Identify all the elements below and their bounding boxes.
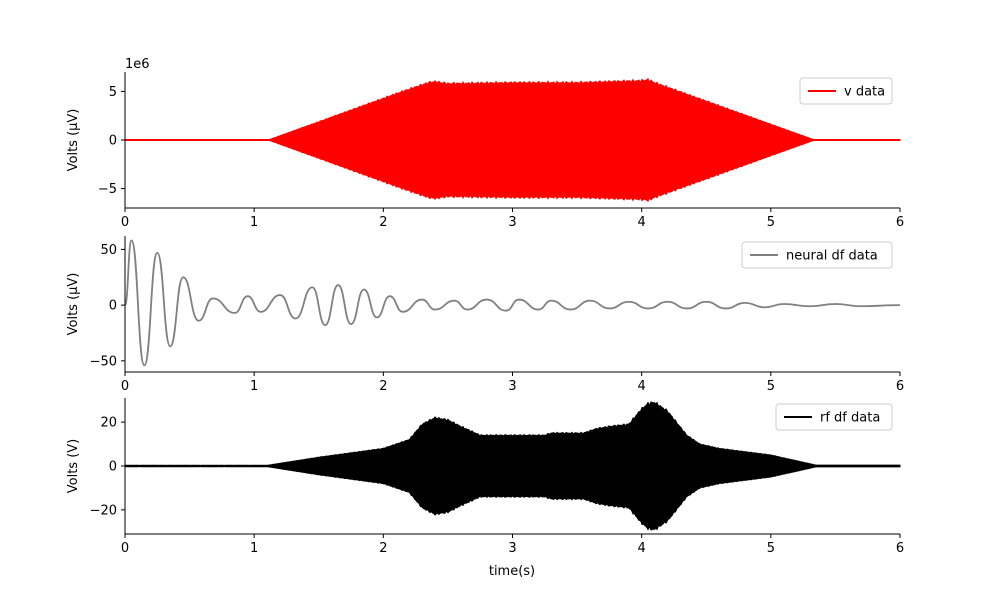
y-tick-label: −5 xyxy=(98,182,117,197)
series-v-data-trace xyxy=(124,77,901,203)
x-tick-label: 0 xyxy=(121,379,129,394)
legend: neural df data xyxy=(741,241,893,269)
x-tick-label: 2 xyxy=(379,541,387,556)
x-tick-label: 2 xyxy=(379,215,387,230)
y-tick-label: 0 xyxy=(109,460,117,475)
legend: v data xyxy=(799,77,893,105)
x-tick-label: 4 xyxy=(638,215,646,230)
legend-box xyxy=(775,403,893,431)
x-tick-label: 1 xyxy=(250,541,258,556)
legend: rf df data xyxy=(775,403,893,431)
legend-box xyxy=(741,241,893,269)
x-tick-label: 5 xyxy=(767,215,775,230)
x-tick-label: 4 xyxy=(638,379,646,394)
x-tick-label: 1 xyxy=(250,215,258,230)
x-tick-label: 6 xyxy=(896,215,904,230)
x-tick-label: 6 xyxy=(896,379,904,394)
legend-label: neural df data xyxy=(786,249,878,264)
y-offset-label: 1e6 xyxy=(125,57,150,72)
y-axis-label: Volts (μV) xyxy=(66,273,81,336)
y-axis-label: Volts (V) xyxy=(66,439,81,494)
x-tick-label: 1 xyxy=(250,379,258,394)
x-tick-label: 2 xyxy=(379,379,387,394)
y-axis-label: Volts (μV) xyxy=(66,109,81,172)
y-tick-label: 0 xyxy=(109,299,117,314)
y-tick-label: 20 xyxy=(100,416,117,431)
x-tick-label: 0 xyxy=(121,541,129,556)
y-tick-label: 50 xyxy=(100,243,117,258)
panel-v-data: 0 1 2 3 4 5 6 −5 0 5 1e6 Volts (μV) v data xyxy=(66,57,904,230)
panel-neural-df-data: 0 1 2 3 4 5 6 −50 0 50 Volts (μV) neural df data xyxy=(66,236,904,394)
series-rf-df-data-trace xyxy=(124,401,901,531)
legend-label: rf df data xyxy=(820,411,880,426)
y-tick-label: −20 xyxy=(90,503,117,518)
x-tick-label: 3 xyxy=(508,541,516,556)
y-tick-label: 0 xyxy=(109,134,117,149)
x-axis-label: time(s) xyxy=(489,564,535,579)
x-tick-label: 5 xyxy=(767,379,775,394)
x-tick-label: 6 xyxy=(896,541,904,556)
x-tick-label: 4 xyxy=(638,541,646,556)
panel-rf-df-data: 0 1 2 3 4 5 6 −20 0 20 Volts (V) rf df data xyxy=(66,398,904,556)
x-tick-label: 5 xyxy=(767,541,775,556)
y-tick-label: −50 xyxy=(90,354,117,369)
legend-box xyxy=(799,77,893,105)
series-neural-df-data-trace xyxy=(124,239,901,367)
y-tick-label: 5 xyxy=(109,85,117,100)
x-tick-label: 0 xyxy=(121,215,129,230)
x-tick-label: 3 xyxy=(508,379,516,394)
legend-label: v data xyxy=(844,85,885,100)
x-tick-label: 3 xyxy=(508,215,516,230)
